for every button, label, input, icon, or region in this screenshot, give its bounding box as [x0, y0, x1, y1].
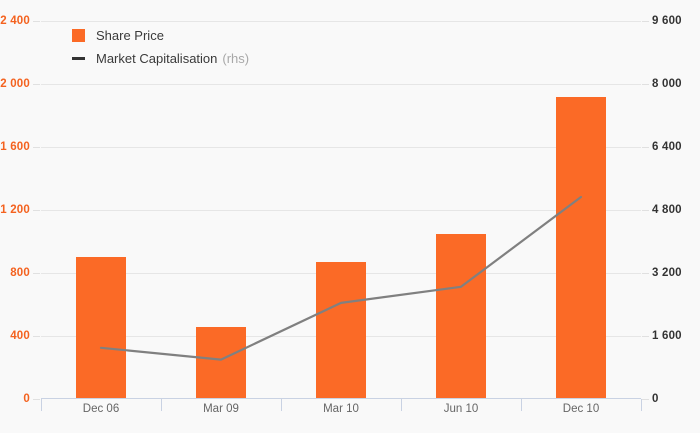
legend-item-share-price[interactable]: Share Price	[72, 24, 249, 47]
left-axis-tick-label: 2 000	[0, 78, 30, 90]
right-axis-tick	[642, 210, 649, 211]
bar[interactable]	[556, 96, 606, 399]
gridline	[41, 84, 641, 85]
category-label: Jun 10	[443, 403, 479, 415]
left-axis-tick-label: 1 600	[0, 141, 30, 153]
left-axis-tick-label: 800	[10, 267, 30, 279]
right-axis-tick-label: 4 800	[652, 204, 682, 216]
legend-axis-note: (rhs)	[222, 51, 250, 66]
left-axis-tick-label: 1 200	[0, 204, 30, 216]
left-axis-tick	[33, 147, 40, 148]
left-axis-tick	[33, 210, 40, 211]
market-cap-polyline	[99, 195, 583, 361]
right-axis-tick	[642, 336, 649, 337]
legend-label-share-price: Share Price	[96, 28, 164, 43]
left-axis-tick	[33, 336, 40, 337]
left-axis-tick	[33, 21, 40, 22]
left-axis-tick	[33, 84, 40, 85]
bar[interactable]	[76, 257, 126, 399]
left-axis-tick	[33, 399, 40, 400]
left-axis-tick-label: 0	[23, 393, 30, 405]
right-axis-tick-label: 1 600	[652, 330, 682, 342]
right-axis-tick-label: 6 400	[652, 141, 682, 153]
right-axis-tick-label: 3 200	[652, 267, 682, 279]
category-tick	[521, 399, 522, 411]
right-axis-tick	[642, 147, 649, 148]
category-tick	[401, 399, 402, 411]
gridline	[41, 210, 641, 211]
category-axis-line	[41, 398, 641, 399]
category-label: Mar 09	[203, 403, 239, 415]
plot-area	[33, 21, 649, 400]
right-axis-tick	[642, 84, 649, 85]
category-label: Mar 10	[323, 403, 359, 415]
gridline	[41, 147, 641, 148]
right-axis-tick-label: 0	[652, 393, 659, 405]
right-axis-tick-label: 8 000	[652, 78, 682, 90]
bar[interactable]	[436, 233, 486, 399]
right-axis-tick	[642, 399, 649, 400]
category-label: Dec 06	[82, 403, 120, 415]
right-axis-tick	[642, 21, 649, 22]
left-axis-tick-label: 400	[10, 330, 30, 342]
chart-legend: Share Price Market Capitalisation (rhs)	[72, 24, 249, 70]
category-tick	[41, 399, 42, 411]
legend-label-market-capitalisation: Market Capitalisation	[96, 51, 218, 66]
right-axis-tick-label: 9 600	[652, 15, 682, 27]
category-tick	[161, 399, 162, 411]
category-tick	[641, 399, 642, 411]
left-axis-tick-label: 2 400	[0, 15, 30, 27]
legend-swatch-bar-icon	[72, 29, 85, 42]
bar[interactable]	[196, 326, 246, 399]
legend-item-market-capitalisation[interactable]: Market Capitalisation (rhs)	[72, 47, 249, 70]
legend-swatch-line-icon	[72, 57, 85, 60]
right-axis-tick	[642, 273, 649, 274]
gridline	[41, 21, 641, 22]
line-series-market-capitalisation	[99, 195, 583, 361]
left-axis-tick	[33, 273, 40, 274]
bar[interactable]	[316, 261, 366, 399]
category-tick	[281, 399, 282, 411]
category-label: Dec 10	[562, 403, 600, 415]
